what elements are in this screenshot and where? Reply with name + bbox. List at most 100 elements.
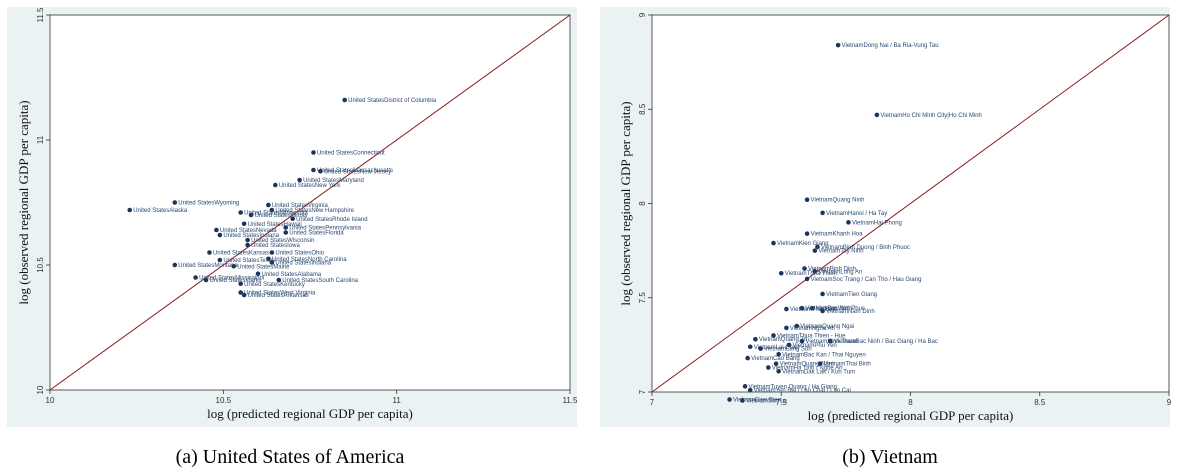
data-point-label: VietnamQuang Ninh (811, 198, 865, 204)
x-tick-label: 10 (46, 396, 55, 405)
data-point-label: VietnamDong Nai / Ba Ria-Vung Tau (842, 43, 939, 49)
data-point-label: United StatesDistrict of Columbia (348, 98, 437, 104)
data-point-label: United StatesRhode Island (296, 217, 367, 223)
data-point (766, 365, 771, 370)
x-tick-label: 11.5 (563, 396, 579, 405)
data-point-label: United StatesNew York (279, 183, 341, 189)
data-point-label: United StatesIllinois (255, 213, 308, 219)
data-point (276, 277, 282, 283)
data-point (241, 221, 247, 227)
data-point-label: United StatesConnecticut (317, 151, 385, 157)
data-point (771, 240, 776, 246)
data-point-label: VietnamLai Chau (754, 345, 800, 351)
data-point (820, 308, 825, 314)
data-point (214, 227, 219, 233)
data-point (742, 384, 748, 389)
data-point-label: United StatesNevada (220, 228, 277, 234)
data-point (238, 210, 243, 215)
data-point-label: United StatesNew Hampshire (275, 208, 354, 214)
data-point (846, 220, 851, 225)
data-point-label: VietnamHai Phong (852, 220, 902, 226)
data-point (217, 232, 223, 238)
data-point-label: VietnamThua Thien - Hue (777, 333, 846, 339)
data-point-label: United StatesKentucky (244, 282, 305, 288)
x-axis-title: log (predicted regional GDP per capita) (808, 408, 1014, 423)
data-point (311, 150, 316, 155)
data-point (283, 230, 289, 235)
data-point-label: United StatesOhio (275, 251, 324, 257)
data-point-label: United StatesSouth Carolina (282, 278, 358, 284)
data-point (290, 216, 295, 222)
vietnam-chart-panel: 7 7.5 8 8.5 9 7 7.5 8 8.5 9 log (predicted regiona… (590, 0, 1180, 430)
data-point (245, 237, 250, 243)
data-point (747, 344, 753, 350)
data-point-label: VietnamDak Lak / Kon Tum (782, 369, 855, 375)
data-point-label: United StatesMassachusetts (317, 168, 393, 174)
data-point-label: VietnamQuang Tri (759, 337, 807, 343)
usa-chart-panel: 10 10.5 11 11.5 10 10.5 11 11.5 log (predicted r… (0, 0, 590, 430)
data-point (238, 281, 243, 287)
data-point-label: United StatesKansas (213, 251, 269, 257)
data-point (828, 338, 833, 344)
data-point (820, 210, 825, 216)
data-point (127, 207, 133, 213)
x-tick-label: 7 (650, 398, 655, 407)
data-point-label: United StatesAlabama (262, 272, 322, 278)
data-point (207, 250, 212, 255)
usa-caption: (a) United States of America (175, 446, 405, 468)
data-point-label: United StatesMontana (178, 263, 238, 269)
data-point-label: VietnamQuang Ngai (800, 324, 854, 330)
data-point (771, 333, 776, 338)
data-point (799, 338, 805, 344)
y-tick-label: 9 (638, 12, 647, 17)
usa-scatter-chart: 10 10.5 11 11.5 10 10.5 11 11.5 log (predicted r… (7, 7, 579, 427)
data-point (753, 336, 758, 342)
y-tick-label: 10 (36, 385, 45, 394)
data-point (172, 262, 178, 268)
data-point (784, 306, 789, 312)
data-point-label: VietnamTuyen Quang / Ha Giang (749, 384, 837, 390)
data-point-label: VietnamBac Ninh (805, 306, 851, 312)
data-point-label: VietnamKhanh Hoa (811, 232, 864, 238)
data-point-label: United StatesNorth Carolina (272, 257, 347, 263)
data-point (193, 275, 198, 280)
data-point-label: VietnamHa Tinh / Nghe An (772, 365, 843, 371)
data-point (269, 207, 275, 213)
data-point (342, 97, 347, 103)
data-point-label: VietnamTien Giang (826, 292, 877, 298)
data-point-label: VietnamLong An (818, 269, 862, 275)
data-point-label: VietnamPhu Yen (793, 343, 837, 349)
data-point (273, 182, 278, 188)
data-point-label: VietnamCao Bang (751, 356, 800, 362)
data-point-label: United StatesWisconsin (251, 238, 314, 244)
data-point (786, 342, 792, 348)
data-point (809, 305, 815, 311)
data-point-label: VietnamYen Bai / Lao Chai / Lao Cai (754, 388, 851, 394)
data-point (812, 269, 818, 274)
data-point (804, 276, 810, 282)
data-point (248, 212, 254, 218)
data-point-label: VietnamSon La (746, 398, 788, 404)
data-point (776, 352, 781, 357)
data-point-label: VietnamBac Ninh / Bac Giang / Ha Bac (834, 339, 938, 345)
data-point-label: VietnamHanoi / Ha Tay (826, 211, 887, 217)
data-point (172, 200, 178, 205)
data-point-label: VietnamBinh Dinh (808, 267, 856, 273)
data-point-label: VietnamLang Son (764, 347, 812, 353)
data-point-label: VietnamDien Bien (733, 398, 781, 404)
data-point (241, 292, 247, 298)
data-point (812, 248, 818, 253)
data-point-label: United StatesFlorida (289, 231, 344, 237)
data-point (217, 257, 223, 263)
data-point (773, 361, 779, 367)
data-point (255, 271, 261, 277)
data-point-label: United StatesIndiana (275, 261, 331, 267)
data-point (727, 397, 732, 402)
data-point-label: United StatesMinnesota (244, 211, 308, 217)
y-axis-title: log (observed regional GDP per capita) (16, 100, 31, 304)
data-point-label: United StatesAlaska (133, 208, 188, 214)
data-point (835, 42, 841, 48)
data-point (231, 263, 237, 269)
data-point (266, 202, 271, 208)
data-point-label: United StatesMaine (237, 264, 290, 270)
